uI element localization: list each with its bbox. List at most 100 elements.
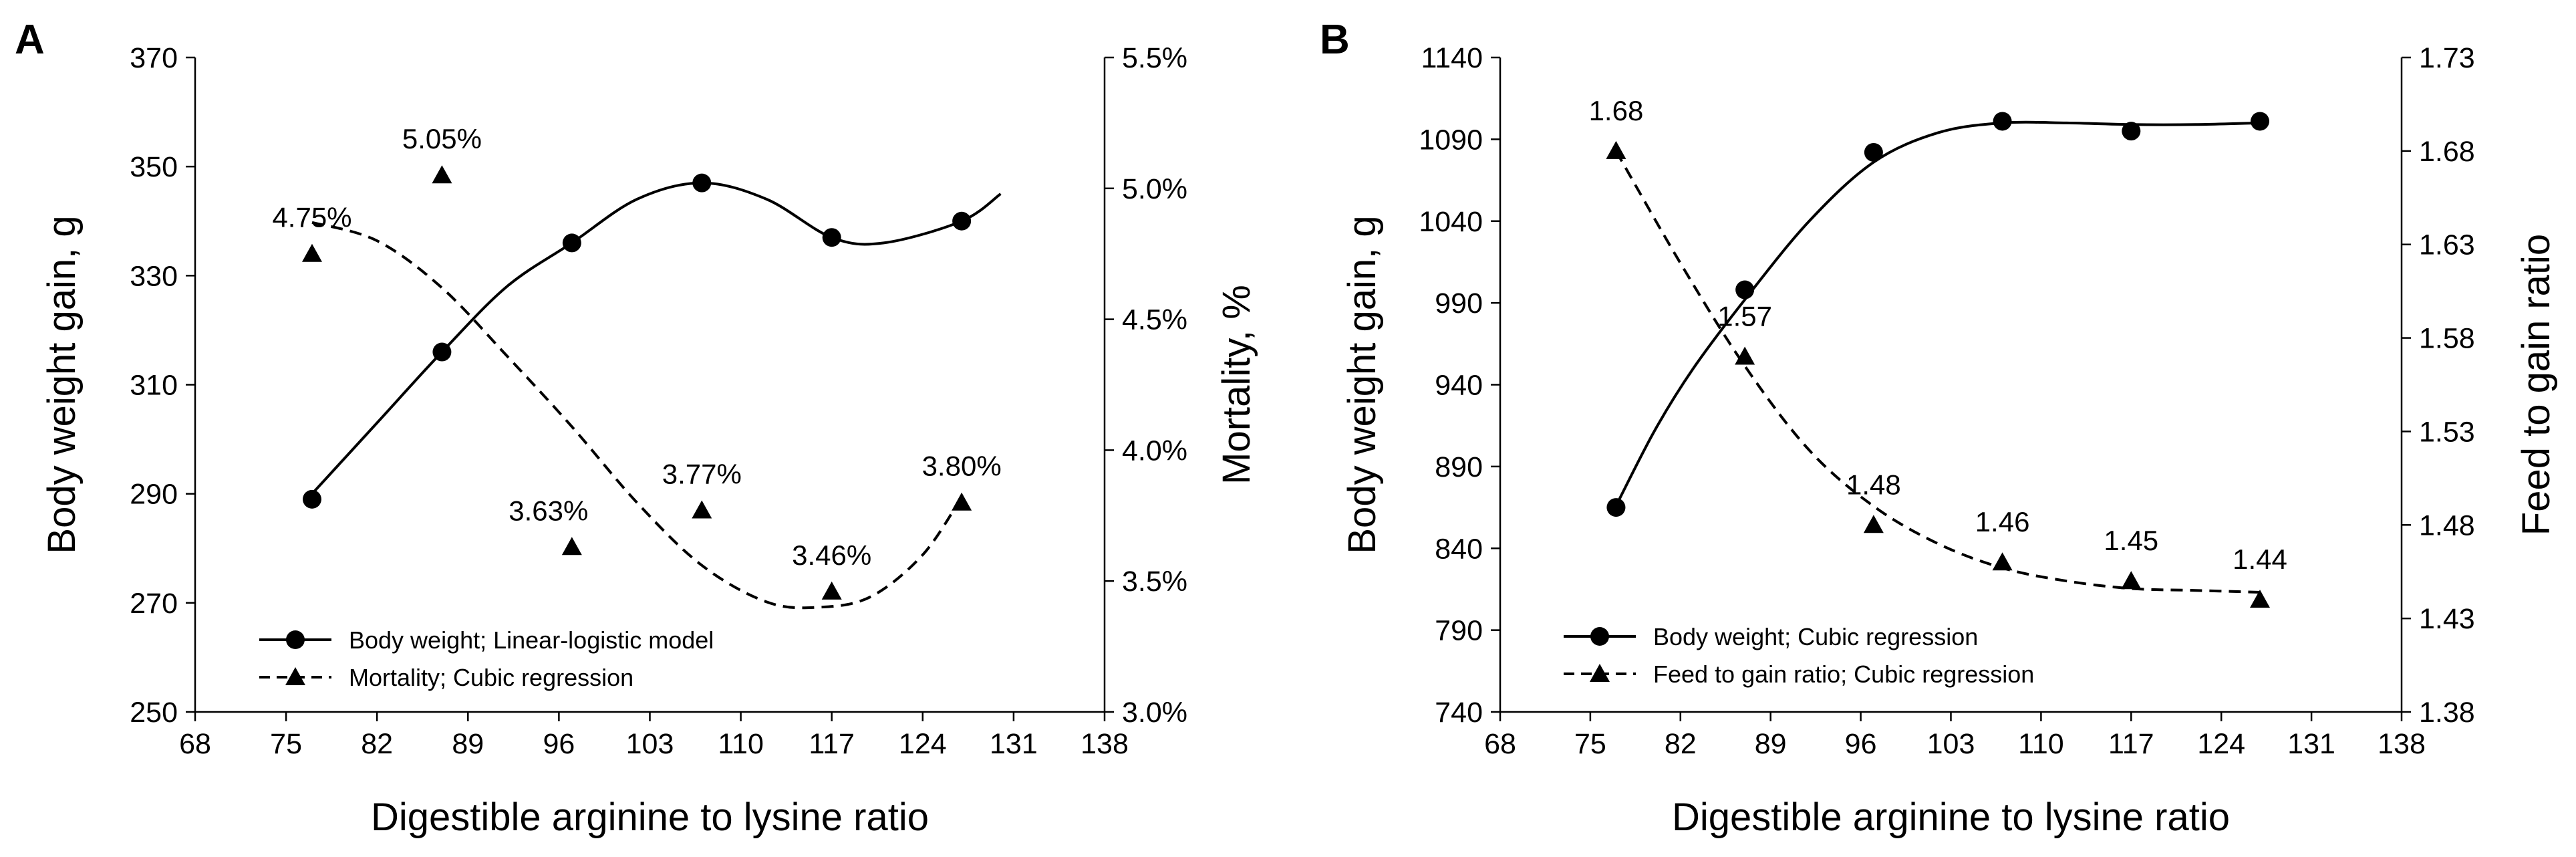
y-axis-title: Body weight gain, g xyxy=(40,215,84,554)
y2-tick-label: 4.0% xyxy=(1122,435,1187,467)
data-label: 4.75% xyxy=(272,202,351,233)
data-label: 1.44 xyxy=(2233,543,2287,575)
series-2-point xyxy=(1606,140,1626,159)
y-tick-label: 290 xyxy=(130,479,178,511)
series-2-fit-line xyxy=(311,221,963,610)
x-tick-label: 138 xyxy=(1081,728,1129,760)
y-tick-label: 250 xyxy=(130,697,178,729)
y-tick-label: 1140 xyxy=(1421,42,1483,74)
x-tick-label: 82 xyxy=(1665,728,1697,760)
x-axis-title: Digestible arginine to lysine ratio xyxy=(1672,795,2230,839)
y2-tick-label: 1.53 xyxy=(2419,416,2475,448)
series-1-point xyxy=(2251,112,2270,131)
series-2-point xyxy=(2250,590,2271,608)
y2-tick-label: 1.73 xyxy=(2419,42,2475,74)
data-label: 1.57 xyxy=(1717,301,1772,332)
data-label: 3.46% xyxy=(792,539,871,571)
data-label: 3.77% xyxy=(662,458,742,489)
y-tick-label: 330 xyxy=(130,260,178,292)
x-tick-label: 68 xyxy=(1484,728,1516,760)
series-1-point xyxy=(1735,280,1755,299)
x-tick-label: 103 xyxy=(626,728,674,760)
series-2-point xyxy=(1735,346,1755,365)
y2-axis-title: Feed to gain ratio xyxy=(2515,234,2558,535)
x-tick-label: 124 xyxy=(2197,728,2245,760)
y2-tick-label: 3.0% xyxy=(1122,697,1187,729)
y-tick-label: 990 xyxy=(1435,287,1483,320)
data-label: 1.45 xyxy=(2104,525,2158,556)
x-tick-label: 138 xyxy=(2378,728,2426,760)
legend-entry: Body weight; Linear-logistic model xyxy=(349,626,714,654)
series-2-point xyxy=(2121,571,2142,590)
x-tick-label: 75 xyxy=(270,728,302,760)
panel-label: A xyxy=(15,17,45,63)
chart-panel-B: B 68 75 82 89 96 103 110 117 124 131 138 740 790 840 89… xyxy=(1320,17,2558,839)
series-1-point xyxy=(822,228,841,247)
series-1-fit-line xyxy=(1614,120,2261,507)
y-tick-label: 370 xyxy=(130,42,178,74)
series-1-fit-line xyxy=(311,181,1002,495)
series-2-point xyxy=(301,243,322,262)
y2-tick-label: 1.63 xyxy=(2419,229,2475,261)
y2-tick-label: 5.0% xyxy=(1122,173,1187,205)
x-tick-label: 131 xyxy=(2287,728,2335,760)
data-label: 3.80% xyxy=(922,451,1002,482)
y-tick-label: 740 xyxy=(1435,697,1483,729)
y-axis-title: Body weight gain, g xyxy=(1340,215,1384,554)
series-1-point xyxy=(2122,122,2141,141)
x-tick-label: 96 xyxy=(543,728,575,760)
y2-tick-label: 1.38 xyxy=(2419,697,2475,729)
y2-tick-label: 3.5% xyxy=(1122,566,1187,598)
x-tick-label: 124 xyxy=(899,728,947,760)
x-tick-label: 117 xyxy=(809,728,855,760)
y-tick-label: 840 xyxy=(1435,533,1483,565)
series-1-point xyxy=(432,342,452,362)
y2-tick-label: 1.43 xyxy=(2419,603,2475,635)
series-2-point xyxy=(952,492,972,511)
y2-tick-label: 1.58 xyxy=(2419,323,2475,355)
x-tick-label: 96 xyxy=(1845,728,1877,760)
y2-axis-title: Mortality, % xyxy=(1215,285,1258,485)
data-label: 5.05% xyxy=(402,123,482,154)
x-tick-label: 75 xyxy=(1574,728,1606,760)
legend-entry: Feed to gain ratio; Cubic regression xyxy=(1653,660,2034,688)
series-1-point xyxy=(562,233,581,253)
x-tick-label: 89 xyxy=(452,728,484,760)
legend-marker xyxy=(1590,627,1609,646)
x-axis-title: Digestible arginine to lysine ratio xyxy=(371,795,929,839)
y-tick-label: 350 xyxy=(130,151,178,183)
series-1-point xyxy=(302,489,321,509)
panel-label: B xyxy=(1320,17,1350,63)
data-label: 3.63% xyxy=(509,495,588,526)
x-tick-label: 82 xyxy=(361,728,393,760)
x-tick-label: 110 xyxy=(718,728,764,760)
series-1-point xyxy=(952,211,972,231)
x-tick-label: 89 xyxy=(1755,728,1787,760)
series-2-point xyxy=(561,537,582,556)
series-2-fit-line xyxy=(1614,150,2261,594)
chart-panel-A: A 68 75 82 89 96 103 110 117 124 131 138 250 270 290 31… xyxy=(15,17,1258,839)
data-label: 1.48 xyxy=(1846,469,1901,500)
y-tick-label: 310 xyxy=(130,370,178,402)
y-tick-label: 790 xyxy=(1435,615,1483,647)
y2-tick-label: 1.68 xyxy=(2419,136,2475,168)
legend-entry: Body weight; Cubic regression xyxy=(1653,623,1978,650)
y2-tick-label: 5.5% xyxy=(1122,42,1187,74)
legend-entry: Mortality; Cubic regression xyxy=(349,664,633,691)
y-tick-label: 890 xyxy=(1435,451,1483,483)
y2-tick-label: 4.5% xyxy=(1122,304,1187,336)
series-2-point xyxy=(1863,515,1884,533)
y-tick-label: 940 xyxy=(1435,370,1483,402)
x-tick-label: 117 xyxy=(2108,728,2154,760)
x-tick-label: 103 xyxy=(1927,728,1975,760)
data-label: 1.68 xyxy=(1589,95,1644,126)
y2-tick-label: 1.48 xyxy=(2419,509,2475,541)
legend-marker xyxy=(286,630,305,649)
series-2-point xyxy=(1992,552,2013,571)
legend-marker xyxy=(285,667,305,685)
series-2-point xyxy=(432,165,452,184)
y-tick-label: 270 xyxy=(130,588,178,620)
series-1-point xyxy=(1864,142,1883,162)
